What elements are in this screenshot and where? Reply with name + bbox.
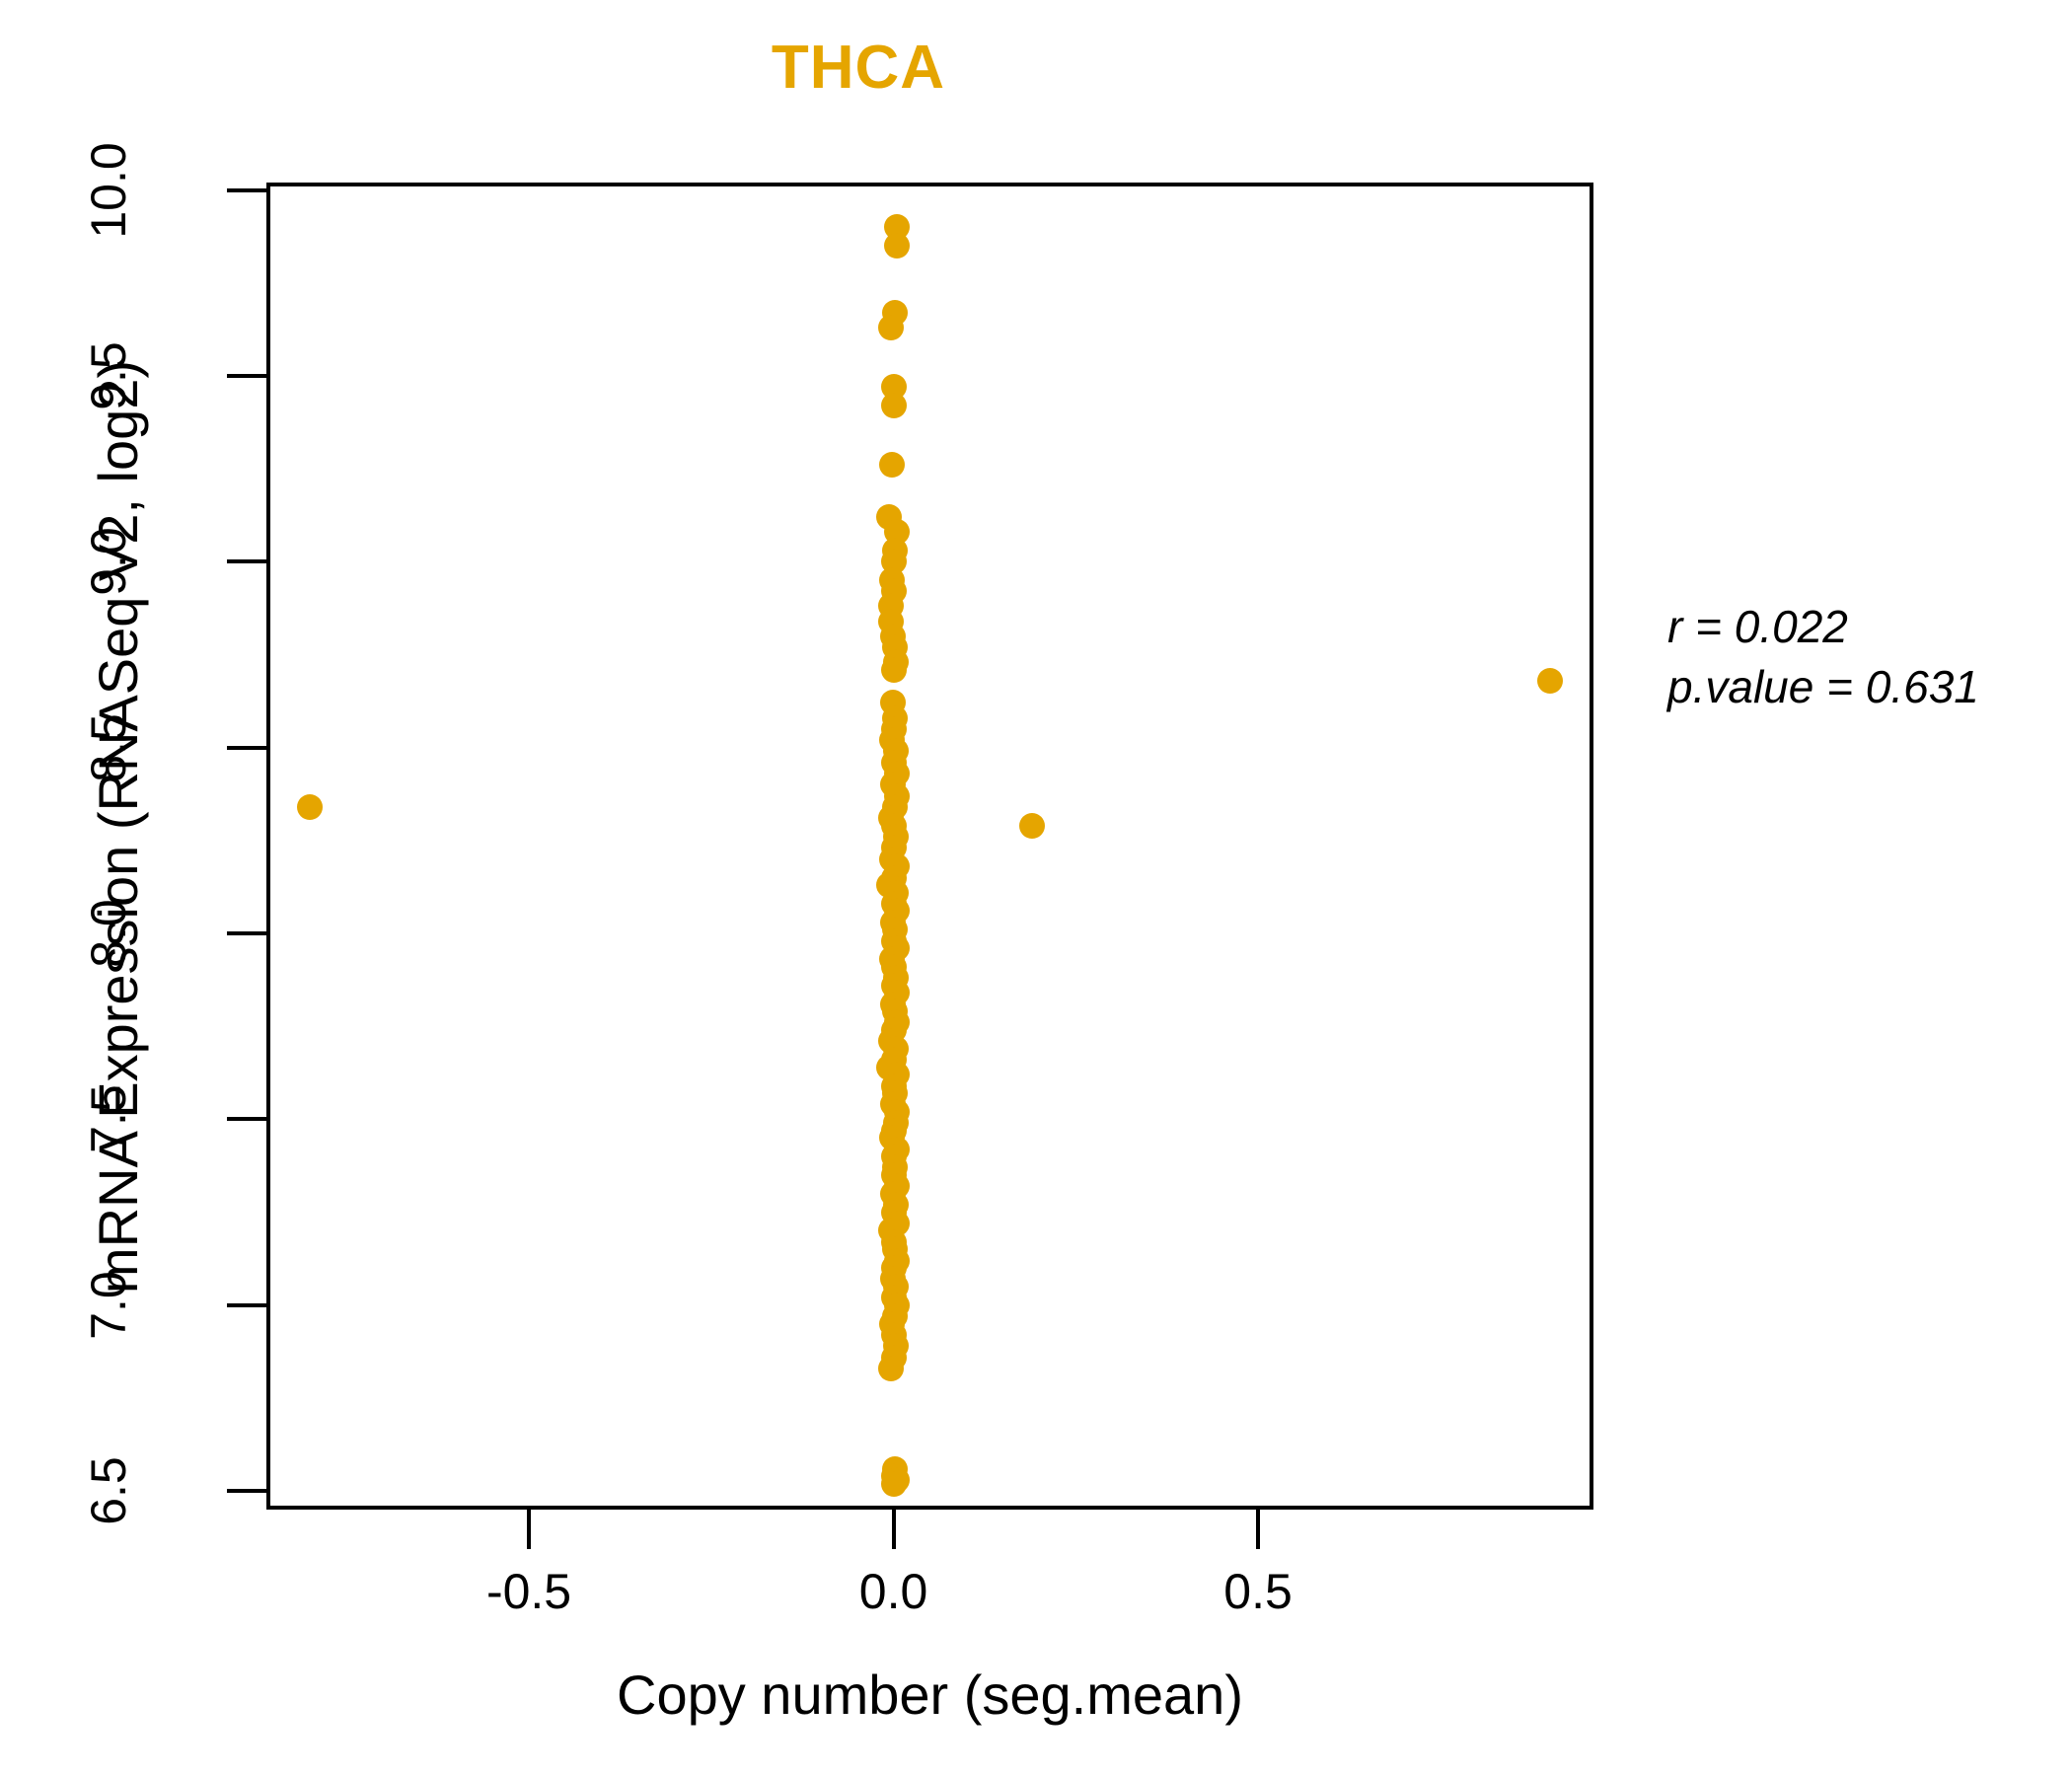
y-tick-label: 9.0 — [81, 527, 136, 597]
y-tick-mark — [227, 1489, 266, 1494]
y-tick-label: 9.5 — [81, 341, 136, 410]
x-tick-label: 0.0 — [858, 1564, 928, 1619]
y-tick-mark — [227, 1117, 266, 1122]
y-tick-label: 7.5 — [81, 1084, 136, 1154]
plot-area — [266, 183, 1593, 1510]
y-tick-mark — [227, 187, 266, 192]
y-tick-mark — [227, 373, 266, 378]
x-tick-mark — [527, 1510, 532, 1549]
x-axis-title: Copy number (seg.mean) — [617, 1664, 1243, 1726]
correlation-value: r = 0.022 — [1667, 601, 1848, 652]
y-tick-mark — [227, 745, 266, 750]
y-tick-label: 6.5 — [81, 1456, 136, 1525]
y-tick-label: 8.0 — [81, 899, 136, 968]
y-tick-mark — [227, 931, 266, 936]
y-tick-label: 8.5 — [81, 712, 136, 782]
y-tick-mark — [227, 1302, 266, 1307]
stats-annotation: r = 0.022 p.value = 0.631 — [1667, 597, 1979, 716]
x-tick-mark — [1256, 1510, 1261, 1549]
x-tick-mark — [891, 1510, 896, 1549]
y-tick-mark — [227, 559, 266, 564]
x-tick-label: 0.5 — [1223, 1564, 1293, 1619]
y-tick-label: 10.0 — [81, 141, 136, 239]
y-tick-label: 7.0 — [81, 1271, 136, 1340]
page-title: THCA — [771, 34, 946, 102]
x-tick-label: -0.5 — [485, 1564, 572, 1619]
pvalue-value: p.value = 0.631 — [1667, 660, 1979, 712]
